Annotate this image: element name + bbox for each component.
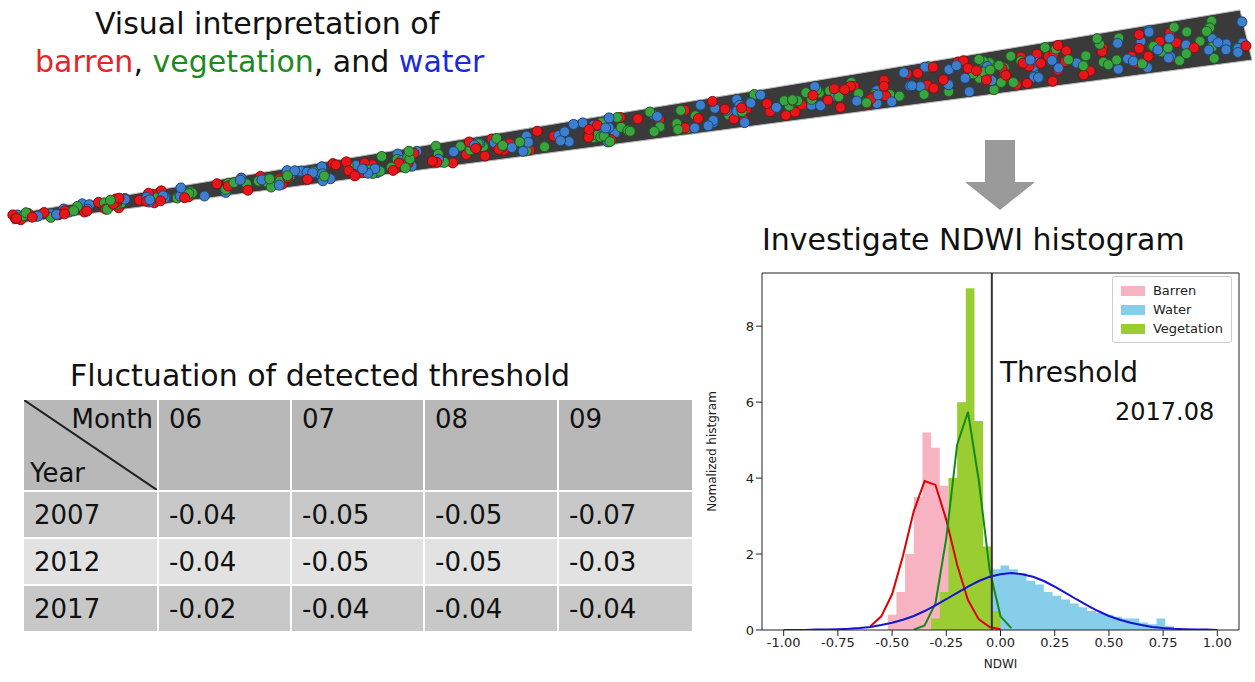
- html-text:Fluctuation of detected thresh: Fluctuation of detected threshold: [70, 358, 570, 393]
- svg-text:0.75: 0.75: [1149, 635, 1178, 650]
- html-text:-0.05: -0.05: [302, 499, 370, 530]
- html-text:Investigate NDWI histogram: Investigate NDWI histogram: [762, 222, 1185, 257]
- html-text:Month: Month: [71, 404, 153, 434]
- svg-text:-0.25: -0.25: [929, 635, 963, 650]
- svg-text:Nomalized histgram: Nomalized histgram: [705, 391, 719, 512]
- svg-text:0.00: 0.00: [986, 635, 1015, 650]
- html-text:-0.02: -0.02: [169, 593, 237, 624]
- html-text:-0.03: -0.03: [569, 546, 637, 577]
- html-text:-0.05: -0.05: [435, 499, 503, 530]
- svg-text:8: 8: [746, 319, 754, 334]
- html-text:2017.08: 2017.08: [1115, 398, 1215, 426]
- svg-text:NDWI: NDWI: [984, 657, 1018, 671]
- html-text:-0.04: -0.04: [302, 593, 370, 624]
- html-text:08: 08: [435, 404, 469, 434]
- svg-text:6: 6: [746, 395, 754, 410]
- html-text:-0.04: -0.04: [569, 593, 637, 624]
- svg-text:-0.75: -0.75: [821, 635, 855, 650]
- html-text:Year: Year: [30, 458, 85, 488]
- html-text:-0.04: -0.04: [169, 499, 237, 530]
- html-text:-0.04: -0.04: [435, 593, 503, 624]
- svg-text:4: 4: [746, 471, 754, 486]
- html-text:2007: 2007: [34, 499, 101, 530]
- html-text:-0.07: -0.07: [569, 499, 637, 530]
- html-text:Threshold: Threshold: [1000, 356, 1138, 389]
- html-text:Barren: Barren: [1152, 283, 1197, 298]
- html-text:-0.05: -0.05: [435, 546, 503, 577]
- html-text:06: 06: [169, 404, 203, 434]
- svg-text:0.50: 0.50: [1094, 635, 1123, 650]
- svg-text:2: 2: [746, 547, 754, 562]
- html-text:09: 09: [569, 404, 603, 434]
- svg-text:0.25: 0.25: [1040, 635, 1069, 650]
- html-text:Water: Water: [1152, 302, 1192, 317]
- html-text:barren, vegetation, and water: barren, vegetation, and water: [35, 44, 485, 79]
- svg-text:-1.00: -1.00: [767, 635, 801, 650]
- html-text:07: 07: [302, 404, 336, 434]
- html-text:-0.04: -0.04: [169, 546, 237, 577]
- svg-text:0: 0: [746, 623, 754, 638]
- html-text:-0.05: -0.05: [302, 546, 370, 577]
- html-text:Vegetation: Vegetation: [1152, 321, 1223, 336]
- html-text:2012: 2012: [34, 546, 101, 577]
- html-text:2017: 2017: [34, 593, 101, 624]
- svg-text:-0.50: -0.50: [875, 635, 909, 650]
- svg-text:1.00: 1.00: [1203, 635, 1232, 650]
- html-text:Visual interpretation of: Visual interpretation of: [95, 6, 440, 41]
